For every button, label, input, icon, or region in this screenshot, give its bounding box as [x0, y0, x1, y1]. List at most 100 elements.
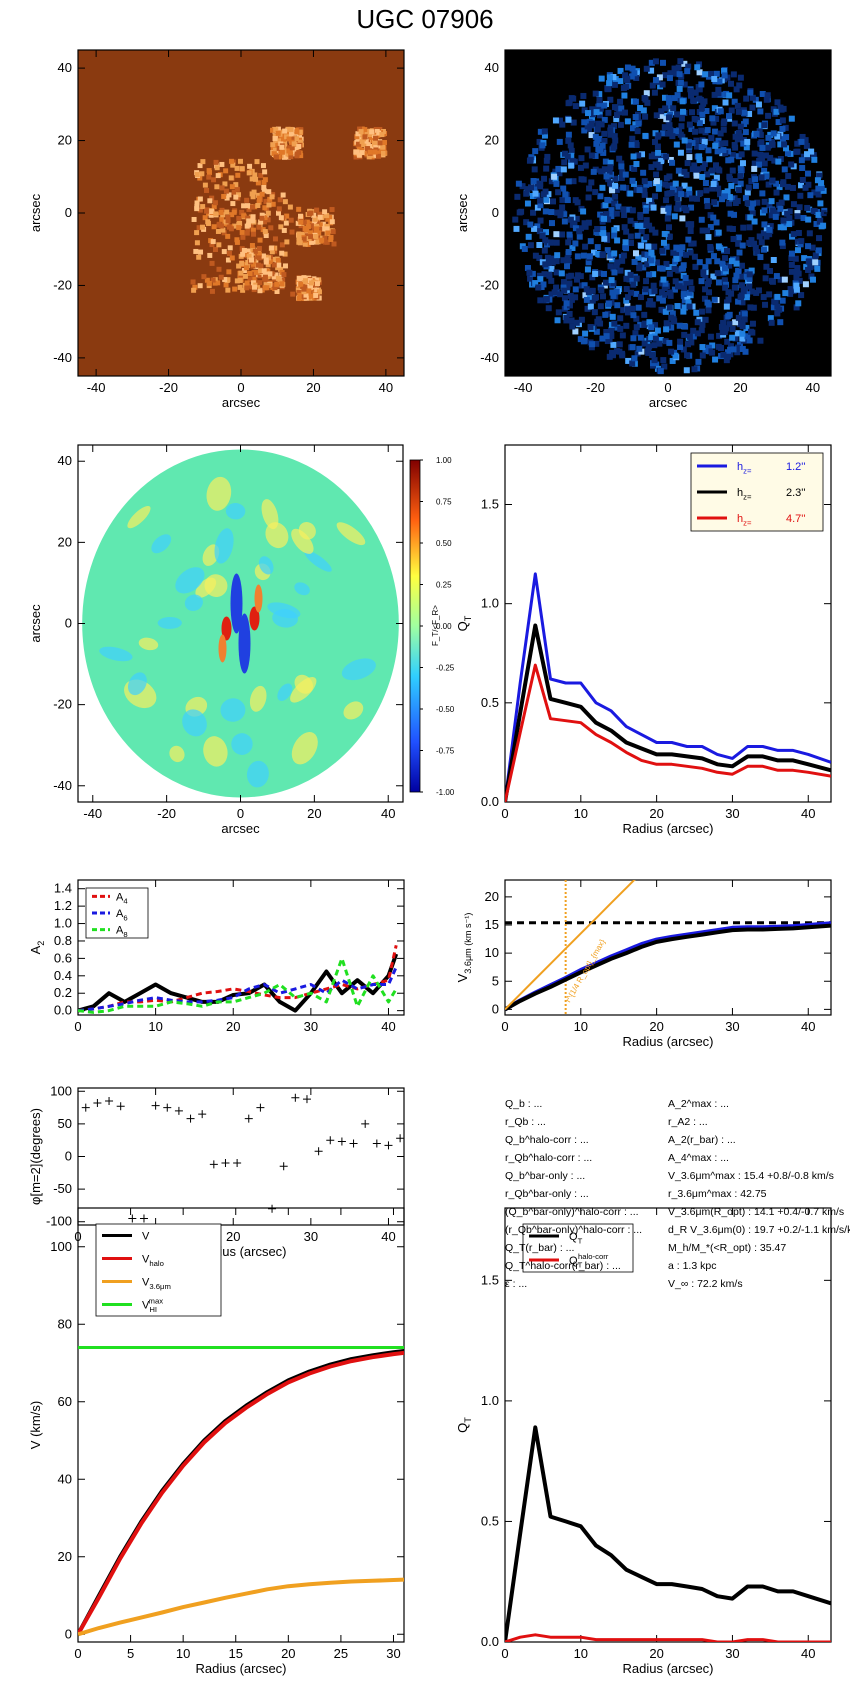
emission-pixel: [617, 98, 624, 105]
emission-pixel: [678, 191, 685, 198]
emission-pixel: [376, 130, 382, 136]
emission-pixel: [817, 200, 824, 207]
y-axis-title: arcsec: [28, 604, 43, 643]
emission-pixel: [601, 166, 608, 173]
emission-pixel: [804, 154, 811, 161]
emission-pixel: [665, 264, 672, 271]
emission-pixel: [747, 214, 754, 221]
emission-pixel: [689, 166, 696, 173]
emission-pixel: [779, 297, 786, 304]
emission-pixel: [240, 251, 246, 257]
emission-pixel: [355, 141, 361, 147]
emission-pixel: [211, 177, 217, 183]
emission-pixel: [702, 264, 709, 271]
emission-pixel: [760, 294, 767, 301]
emission-pixel: [738, 282, 745, 289]
emission-pixel: [601, 235, 608, 242]
emission-pixel: [773, 189, 780, 196]
emission-pixel: [751, 150, 758, 157]
y-tick-label: 0.6: [54, 950, 72, 965]
legend-label: VHImax: [142, 1297, 163, 1314]
emission-pixel: [629, 135, 636, 142]
emission-pixel: [696, 95, 703, 102]
emission-pixel: [365, 141, 371, 147]
emission-pixel: [737, 173, 744, 180]
emission-pixel: [271, 274, 277, 280]
emission-pixel: [560, 284, 567, 291]
emission-pixel: [693, 172, 700, 179]
x-tick-label: 20: [649, 806, 663, 821]
emission-pixel: [644, 99, 651, 106]
emission-pixel: [593, 140, 600, 147]
plot-frame: [77, 1207, 405, 1643]
emission-pixel: [269, 245, 275, 251]
emission-pixel: [618, 174, 625, 181]
emission-pixel: [812, 252, 819, 259]
legend-label: QT: [569, 1231, 583, 1245]
emission-pixel: [252, 248, 258, 254]
emission-pixel: [760, 230, 767, 237]
ratio-blob: [291, 732, 318, 765]
emission-pixel: [624, 118, 631, 125]
series-line: [78, 1577, 404, 1637]
emission-pixel: [674, 111, 681, 118]
emission-pixel: [233, 182, 239, 188]
ratio-blob: [214, 528, 234, 564]
emission-pixel: [564, 153, 571, 160]
x-tick-label: -40: [514, 380, 533, 395]
emission-pixel: [606, 353, 613, 360]
emission-pixel: [757, 131, 764, 138]
emission-pixel: [200, 224, 206, 230]
emission-pixel: [658, 158, 665, 165]
emission-pixel: [810, 152, 817, 159]
emission-pixel: [710, 180, 717, 187]
emission-pixel: [820, 210, 827, 217]
colorbar-tick-label: -0.75: [436, 747, 455, 756]
emission-pixel: [280, 136, 286, 142]
scatter-point: [186, 1114, 195, 1123]
emission-pixel: [588, 132, 595, 139]
emission-pixel: [688, 126, 695, 133]
emission-pixel: [742, 195, 749, 202]
emission-pixel: [282, 199, 288, 205]
ratio-blob: [182, 709, 207, 737]
emission-pixel: [301, 289, 307, 295]
emission-pixel: [667, 292, 674, 299]
emission-pixel: [524, 265, 531, 272]
emission-pixel: [578, 316, 585, 323]
y-tick-label: 0.4: [54, 968, 72, 983]
ratio-blob: [99, 646, 133, 662]
y-tick-label: 0.0: [481, 1634, 499, 1649]
emission-pixel: [218, 274, 224, 280]
legend-value: 1.2'': [786, 461, 806, 473]
emission-pixel: [197, 196, 203, 202]
emission-pixel: [309, 293, 315, 299]
emission-pixel: [620, 307, 627, 314]
scatter-point: [233, 1159, 242, 1168]
emission-pixel: [549, 255, 556, 262]
emission-pixel: [565, 137, 572, 144]
emission-pixel: [611, 133, 618, 140]
emission-pixel: [548, 209, 555, 216]
emission-pixel: [540, 281, 547, 288]
emission-pixel: [672, 352, 679, 359]
emission-pixel: [221, 249, 227, 255]
emission-pixel: [739, 242, 746, 249]
emission-pixel: [776, 306, 783, 313]
emission-pixel: [629, 344, 636, 351]
emission-pixel: [565, 239, 572, 246]
emission-pixel: [746, 224, 753, 231]
emission-pixel: [377, 143, 383, 149]
emission-pixel: [726, 92, 733, 99]
emission-pixel: [257, 237, 263, 243]
emission-pixel: [589, 111, 596, 118]
emission-pixel: [770, 207, 777, 214]
emission-pixel: [690, 98, 697, 105]
emission-pixel: [527, 156, 534, 163]
info-left-row: Q_T(r_bar) : ...: [505, 1242, 574, 1254]
info-left-row: Q_b^bar-only : ...: [505, 1170, 585, 1182]
emission-pixel: [553, 258, 560, 265]
emission-pixel: [322, 209, 328, 215]
emission-pixel: [713, 70, 720, 77]
